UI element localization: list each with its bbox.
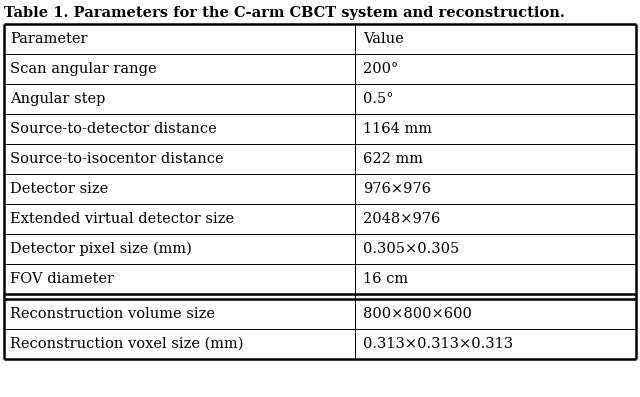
Text: Detector pixel size (mm): Detector pixel size (mm) <box>10 242 192 256</box>
Text: Angular step: Angular step <box>10 92 106 106</box>
Text: 2048×976: 2048×976 <box>363 212 440 226</box>
Text: 622 mm: 622 mm <box>363 152 423 166</box>
Text: Source-to-isocentor distance: Source-to-isocentor distance <box>10 152 223 166</box>
Text: 0.5°: 0.5° <box>363 92 393 106</box>
Text: Source-to-detector distance: Source-to-detector distance <box>10 122 217 136</box>
Text: Reconstruction volume size: Reconstruction volume size <box>10 307 215 321</box>
Text: Value: Value <box>363 32 403 46</box>
Text: Reconstruction voxel size (mm): Reconstruction voxel size (mm) <box>10 337 243 351</box>
Text: 200°: 200° <box>363 62 398 76</box>
Text: Extended virtual detector size: Extended virtual detector size <box>10 212 234 226</box>
Text: 0.305×0.305: 0.305×0.305 <box>363 242 459 256</box>
Text: FOV diameter: FOV diameter <box>10 272 114 286</box>
Text: Parameter: Parameter <box>10 32 88 46</box>
Text: Table 1. Parameters for the C-arm CBCT system and reconstruction.: Table 1. Parameters for the C-arm CBCT s… <box>4 6 565 20</box>
Text: 800×800×600: 800×800×600 <box>363 307 472 321</box>
Text: Detector size: Detector size <box>10 182 108 196</box>
Text: 0.313×0.313×0.313: 0.313×0.313×0.313 <box>363 337 513 351</box>
Text: 976×976: 976×976 <box>363 182 431 196</box>
Text: 16 cm: 16 cm <box>363 272 408 286</box>
Text: 1164 mm: 1164 mm <box>363 122 432 136</box>
Text: Scan angular range: Scan angular range <box>10 62 157 76</box>
